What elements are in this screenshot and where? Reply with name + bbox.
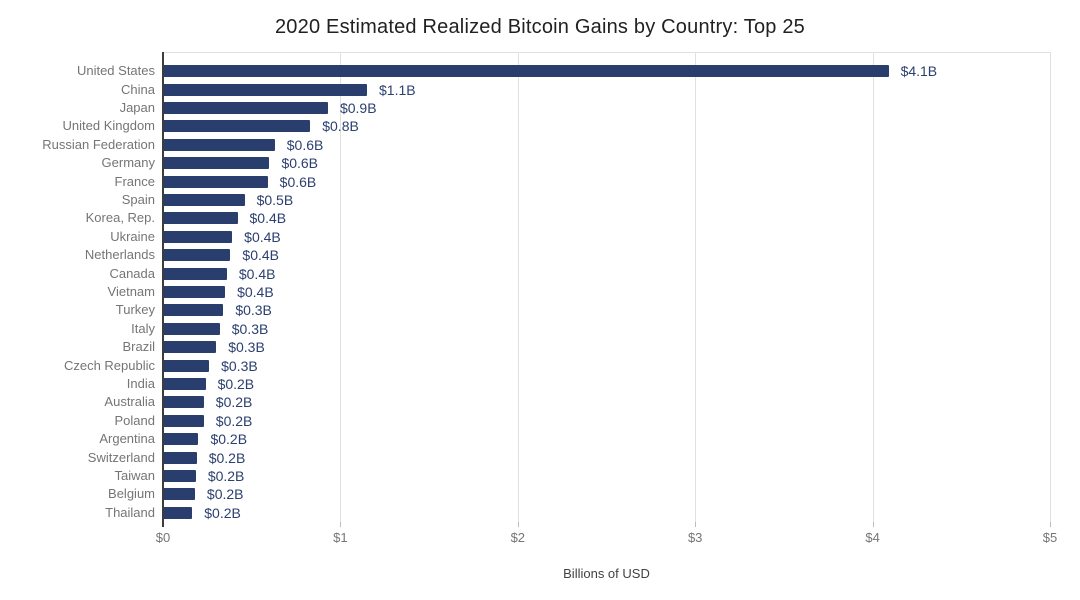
category-label: Ukraine [110, 228, 155, 244]
bar [164, 175, 268, 188]
value-label: $0.6B [279, 173, 317, 190]
category-label: Vietnam [107, 284, 155, 299]
y-axis-line [162, 52, 164, 527]
category-label: Brazil [122, 339, 155, 355]
x-tick-label: $5 [1042, 530, 1058, 545]
bar [164, 102, 328, 114]
chart-title: 2020 Estimated Realized Bitcoin Gains by… [274, 16, 805, 38]
value-label: $0.3B [228, 339, 265, 356]
category-label: Taiwan [114, 468, 155, 483]
bar [164, 138, 275, 151]
bar [164, 322, 220, 335]
gridline [872, 52, 874, 522]
x-tick-label: $2 [510, 530, 526, 545]
value-label: $0.2B [204, 504, 241, 521]
bar [164, 212, 238, 225]
x-tick-mark [695, 522, 697, 527]
bar [164, 506, 193, 519]
value-label: $4.1B [900, 63, 938, 80]
bar [164, 378, 206, 390]
bar [164, 267, 227, 280]
value-label: $0.4B [249, 210, 287, 227]
category-label: Netherlands [84, 247, 155, 263]
x-tick-label: $1 [333, 530, 348, 545]
category-label: Spain [121, 192, 155, 207]
bar [164, 359, 210, 372]
value-label: $0.3B [231, 320, 269, 337]
category-label: Italy [131, 320, 155, 336]
gridline [1050, 52, 1051, 522]
x-tick-label: $3 [687, 530, 703, 545]
value-label: $0.2B [206, 486, 244, 503]
value-label: $0.6B [286, 136, 324, 153]
bar [164, 304, 224, 317]
category-label: United Kingdom [62, 118, 156, 134]
value-label: $0.3B [221, 357, 258, 374]
category-label: Russian Federation [42, 136, 155, 152]
category-label: Czech Republic [63, 357, 155, 373]
value-label: $0.2B [207, 468, 245, 484]
bar [164, 286, 226, 298]
category-label: Thailand [105, 504, 155, 520]
value-label: $0.4B [244, 228, 281, 245]
category-label: Argentina [99, 431, 155, 447]
x-tick-mark [1050, 522, 1051, 527]
category-label: Switzerland [87, 449, 155, 465]
value-label: $1.1B [379, 81, 416, 98]
gridline [695, 52, 697, 522]
category-label: Turkey [115, 302, 155, 318]
category-label: China [121, 81, 155, 97]
bar [164, 433, 199, 446]
value-label: $0.2B [215, 394, 253, 411]
bar [164, 488, 195, 501]
value-label: $0.4B [242, 247, 279, 264]
value-label: $0.2B [208, 449, 246, 466]
bar [164, 157, 270, 170]
bar [164, 194, 245, 206]
x-axis-title: Billions of USD [563, 566, 650, 581]
value-label: $0.4B [237, 284, 274, 300]
gridline [340, 52, 342, 522]
category-label: France [114, 173, 155, 189]
category-label: Belgium [108, 486, 155, 502]
bar [164, 65, 889, 78]
bar [164, 414, 204, 427]
value-label: $0.2B [217, 376, 255, 392]
value-label: $0.4B [238, 265, 276, 282]
bar [164, 230, 233, 243]
x-tick-label: $4 [865, 530, 880, 545]
category-label: Australia [104, 394, 155, 410]
category-label: Japan [119, 100, 155, 115]
x-tick-mark [517, 522, 519, 527]
category-label: Germany [101, 155, 155, 171]
x-tick-mark [340, 522, 342, 527]
value-label: $0.5B [256, 192, 294, 208]
value-label: $0.8B [322, 118, 359, 135]
value-label: $0.3B [235, 302, 272, 319]
x-tick-label: $0 [155, 530, 171, 545]
bar [164, 470, 196, 482]
bar [164, 451, 197, 464]
bar [164, 341, 217, 354]
bar [164, 83, 367, 96]
bar [164, 249, 231, 262]
value-label: $0.2B [215, 412, 253, 429]
category-label: India [126, 376, 155, 391]
bar [164, 396, 204, 409]
x-tick-mark [872, 522, 874, 527]
value-label: $0.2B [210, 431, 248, 448]
gridline [517, 52, 519, 522]
value-label: $0.6B [281, 155, 319, 172]
bar [164, 120, 311, 133]
plot-top-gridline [163, 52, 1050, 53]
value-label: $0.9B [339, 100, 377, 116]
category-label: Korea, Rep. [85, 210, 155, 226]
category-label: Poland [114, 412, 155, 428]
category-label: United States [76, 63, 155, 79]
category-label: Canada [109, 265, 155, 281]
